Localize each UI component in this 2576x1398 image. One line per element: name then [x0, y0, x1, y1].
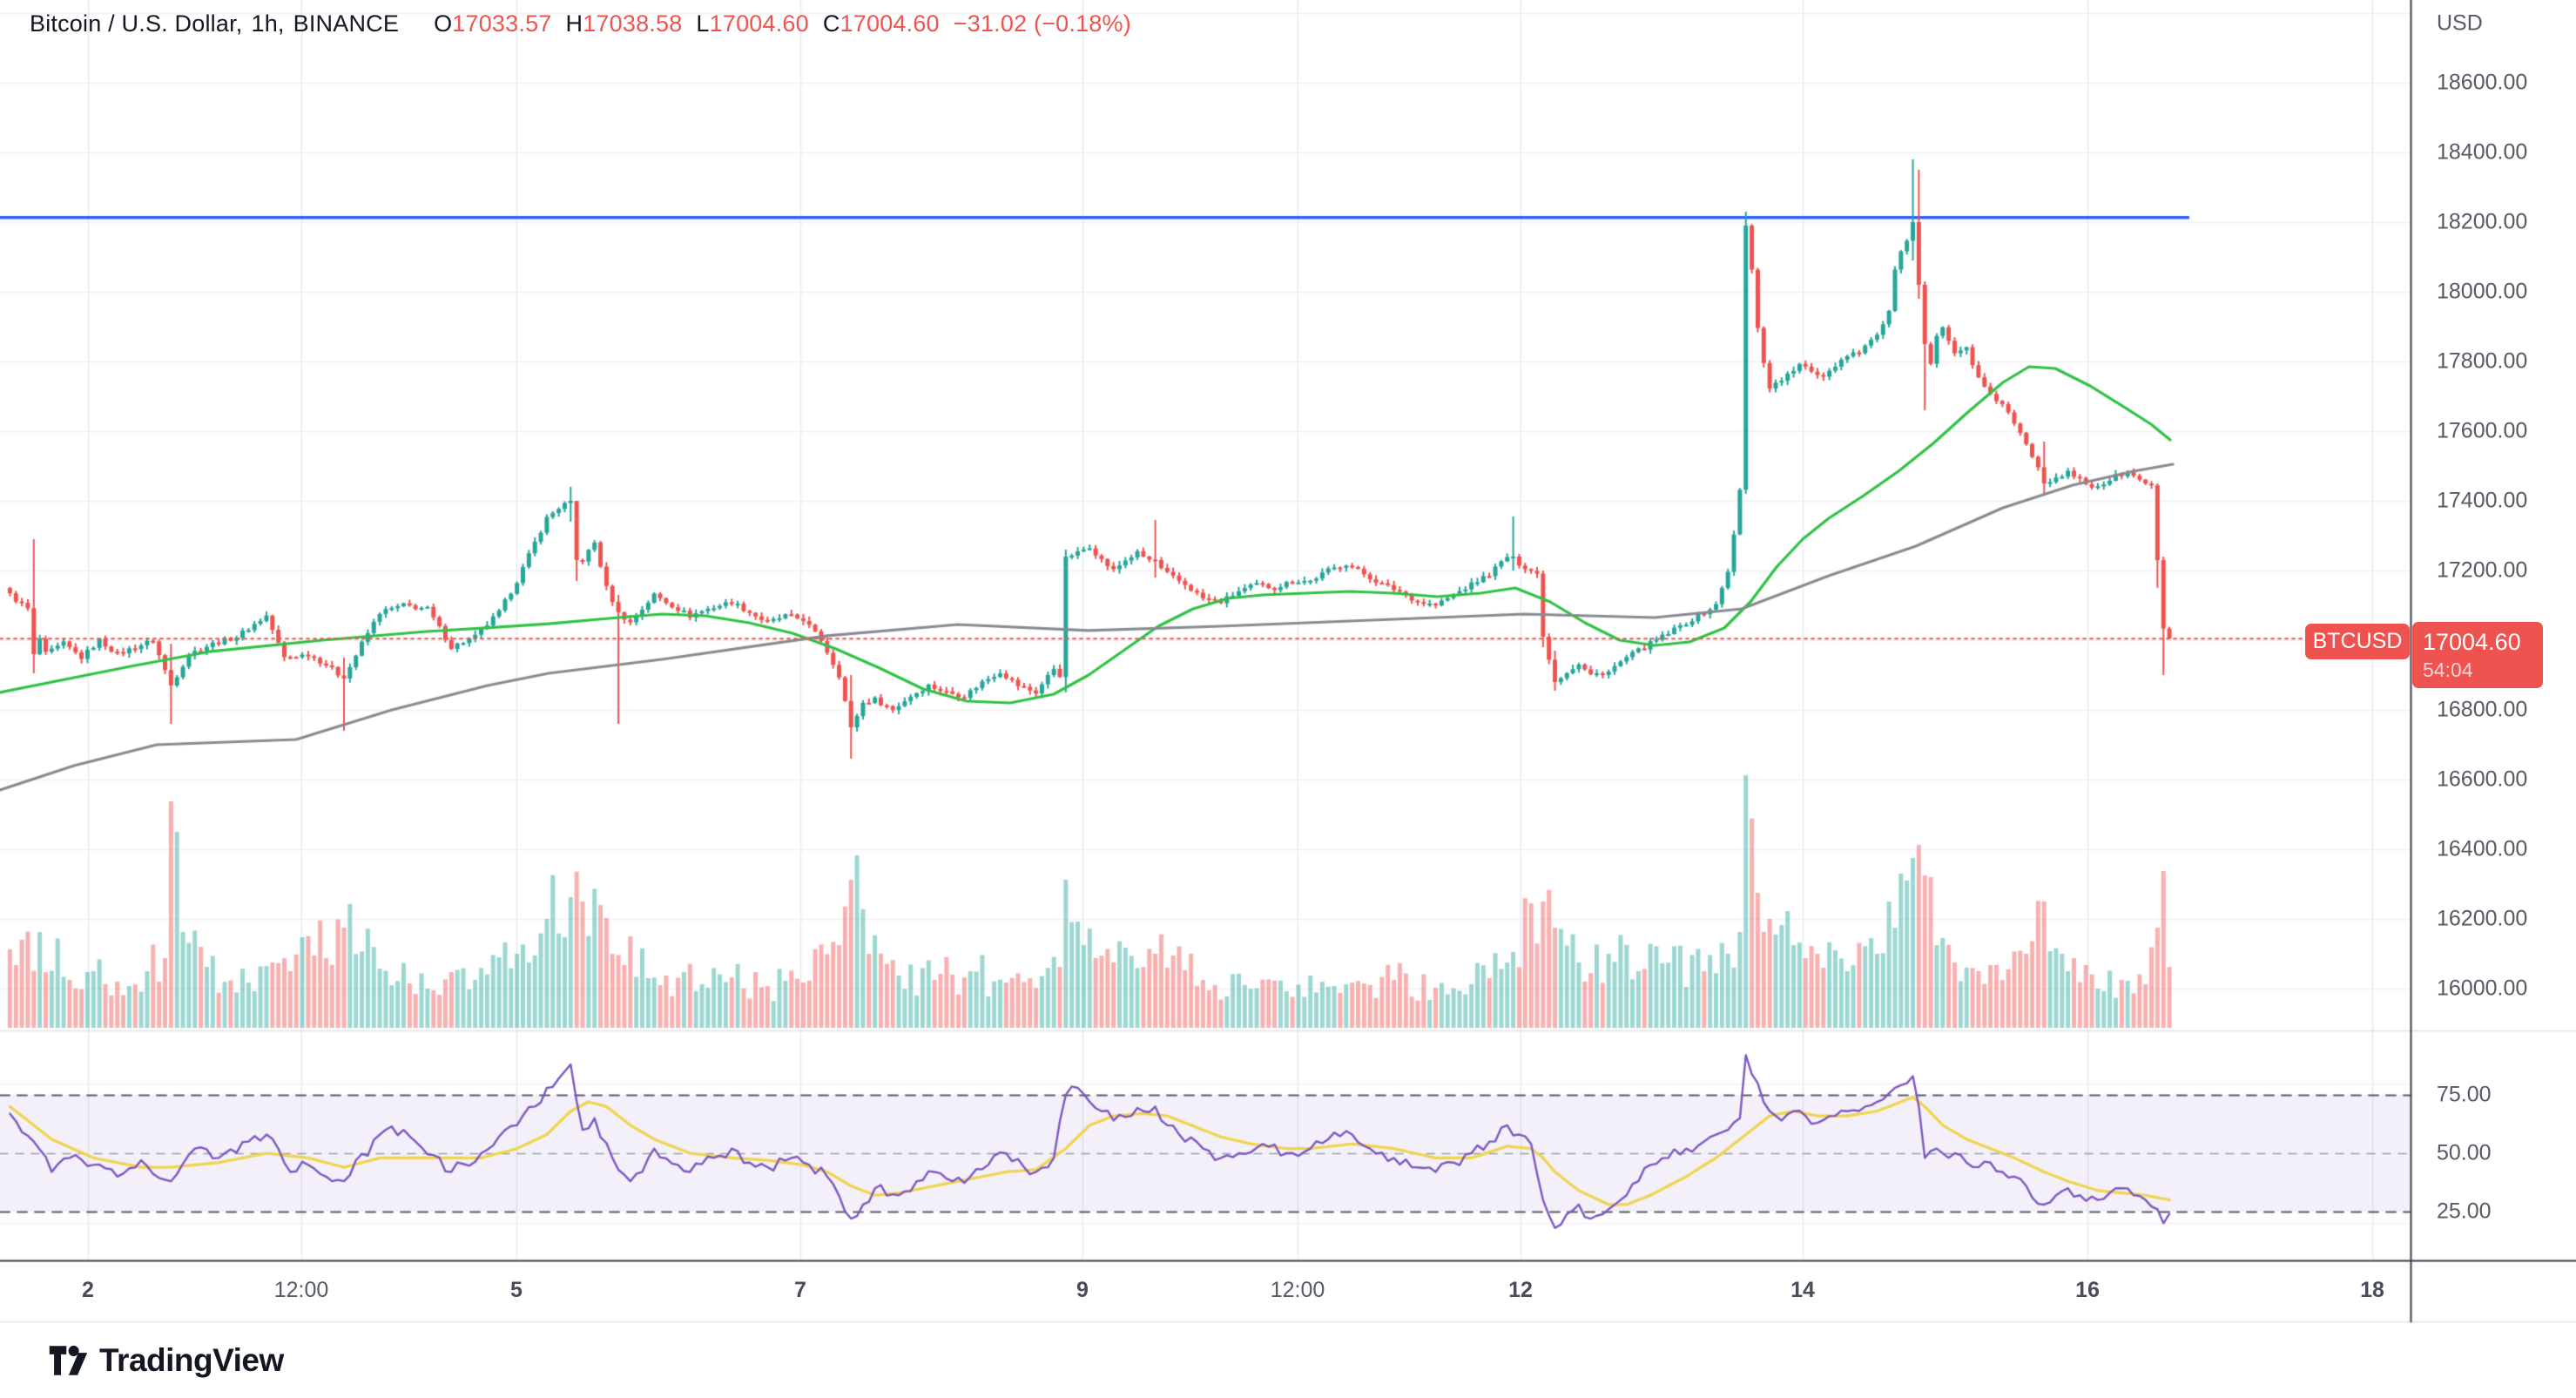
price-tick-label: 18000.00: [2437, 279, 2528, 304]
time-tick-label: 12:00: [273, 1278, 329, 1302]
time-tick-label: 2: [82, 1278, 94, 1302]
price-tick-label: 17600.00: [2437, 418, 2528, 443]
exchange-label[interactable]: BINANCE: [293, 10, 400, 37]
price-axis[interactable]: USD 18600.00 18400.00 18200.00 18000.00 1780…: [2411, 0, 2576, 1321]
tradingview-logo-icon: [49, 1345, 88, 1375]
last-price-value: 17004.60: [2423, 628, 2521, 655]
chart-legend: Bitcoin / U.S. Dollar, 1h, BINANCE O17033.5…: [30, 10, 1131, 37]
currency-label: USD: [2437, 10, 2483, 36]
rsi-tick-label: 75.00: [2437, 1082, 2492, 1107]
tradingview-logo[interactable]: TradingView: [48, 1341, 284, 1380]
symbol-badge-text: BTCUSD: [2312, 629, 2403, 653]
close-value: 17004.60: [840, 10, 940, 37]
time-tick-label: 7: [794, 1278, 806, 1302]
price-tick-label: 17200.00: [2437, 557, 2528, 583]
symbol-title[interactable]: Bitcoin / U.S. Dollar,: [30, 10, 243, 37]
price-tick-label: 16200.00: [2437, 906, 2528, 931]
change-value: −31.02 (−0.18%): [953, 10, 1131, 37]
price-tick-label: 18400.00: [2437, 139, 2528, 165]
time-axis[interactable]: 2 12:00 5 7 9 12:00 12 14 16 18: [0, 1260, 2576, 1321]
interval-label[interactable]: 1h,: [251, 10, 285, 37]
price-tick-label: 16400.00: [2437, 836, 2528, 861]
bar-countdown: 54:04: [2423, 658, 2473, 681]
symbol-price-line-badge[interactable]: BTCUSD: [2305, 624, 2410, 659]
time-tick-label: 14: [1790, 1278, 1815, 1302]
high-label: H: [565, 10, 583, 37]
time-tick-label: 5: [510, 1278, 523, 1302]
high-value: 17038.58: [583, 10, 683, 37]
time-tick-label: 12: [1508, 1278, 1533, 1302]
open-value: 17033.57: [452, 10, 552, 37]
low-label: L: [696, 10, 710, 37]
price-tick-label: 16000.00: [2437, 976, 2528, 1001]
ohlc-readout: O17033.57 H17038.58 L17004.60 C17004.60 −31.…: [420, 10, 1131, 37]
close-label: C: [822, 10, 840, 37]
time-tick-label: 16: [2075, 1278, 2100, 1302]
price-tick-label: 17400.00: [2437, 488, 2528, 513]
rsi-tick-label: 25.00: [2437, 1199, 2492, 1224]
rsi-tick-label: 50.00: [2437, 1140, 2492, 1165]
price-tick-label: 16600.00: [2437, 767, 2528, 792]
tradingview-wordmark: TradingView: [99, 1342, 284, 1378]
price-tick-label: 18600.00: [2437, 70, 2528, 95]
price-tick-label: 18200.00: [2437, 209, 2528, 234]
time-tick-label: 12:00: [1270, 1278, 1325, 1302]
price-tick-label: 16800.00: [2437, 697, 2528, 722]
time-tick-label: 9: [1076, 1278, 1089, 1302]
time-tick-label: 18: [2360, 1278, 2384, 1302]
low-value: 17004.60: [709, 10, 809, 37]
last-price-badge: 17004.60 54:04: [2412, 622, 2543, 688]
open-label: O: [434, 10, 453, 37]
price-tick-label: 17800.00: [2437, 348, 2528, 374]
